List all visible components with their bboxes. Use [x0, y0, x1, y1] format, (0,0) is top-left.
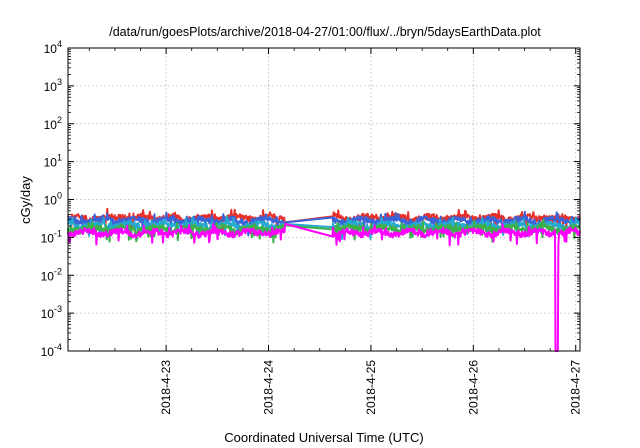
x-tick-label: 2018-4-24	[262, 360, 276, 415]
y-tick-label: 10-3	[41, 304, 62, 321]
grid	[68, 48, 580, 351]
y-tick-label: 101	[44, 153, 62, 170]
x-tick-label: 2018-4-26	[466, 360, 480, 415]
x-tick-label: 2018-4-25	[364, 360, 378, 415]
x-tick-label: 2018-4-27	[569, 360, 583, 415]
y-tick-label: 102	[44, 115, 62, 132]
y-tick-label: 10-2	[41, 266, 62, 283]
y-tick-label: 10-4	[41, 342, 62, 359]
y-axis-label: cGy/day	[18, 176, 33, 224]
y-tick-label: 100	[44, 191, 62, 208]
series-group	[67, 207, 581, 352]
series-line	[67, 222, 581, 352]
y-tick-label: 104	[44, 39, 62, 56]
x-axis-label: Coordinated Universal Time (UTC)	[224, 430, 423, 445]
chart-title: /data/run/goesPlots/archive/2018-04-27/0…	[109, 25, 541, 39]
y-tick-label: 103	[44, 77, 62, 94]
x-axis: 2018-4-23 2018-4-24 2018-4-25 2018-4-26 2018…	[88, 48, 583, 415]
x-tick-label: 2018-4-23	[159, 360, 173, 415]
y-tick-label: 10-1	[41, 228, 62, 245]
y-axis: 10-4 10-3 10-2 10-1 100 101 102 103 104	[41, 39, 580, 359]
